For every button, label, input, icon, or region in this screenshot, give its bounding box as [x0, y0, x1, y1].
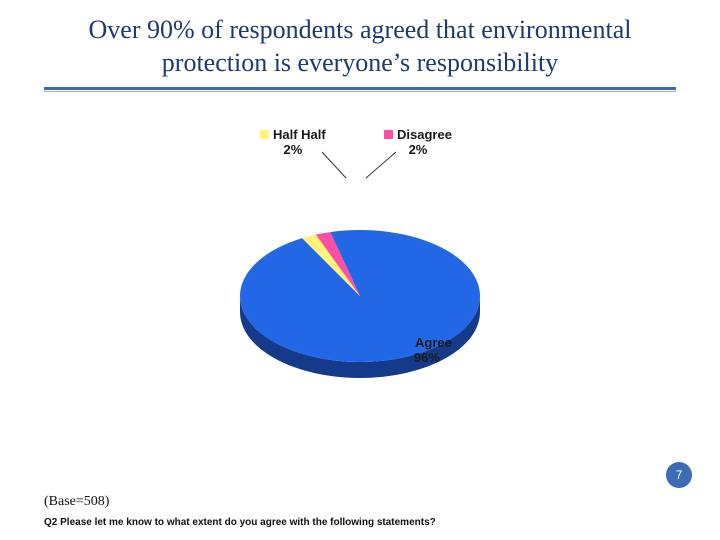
slide: Over 90% of respondents agreed that envi… [0, 0, 720, 540]
label-halfhalf-pct: 2% [260, 143, 326, 158]
swatch-icon [384, 130, 393, 139]
question-text: Q2 Please let me know to what extent do … [44, 517, 436, 528]
swatch-icon [402, 338, 411, 347]
title-rule [44, 87, 676, 90]
title-rule-thin [44, 91, 676, 92]
swatch-icon [260, 130, 269, 139]
page-title: Over 90% of respondents agreed that envi… [0, 0, 720, 87]
base-text: (Base=508) [44, 494, 109, 510]
label-agree: Agree 96% [402, 336, 452, 366]
pie-chart: Half Half 2% Disagree 2% Agree 96% [170, 126, 550, 426]
label-agree-pct: 96% [402, 351, 452, 366]
label-disagree: Disagree 2% [384, 128, 452, 158]
label-agree-name: Agree [415, 335, 452, 350]
pie-svg [170, 126, 550, 426]
page-number: 7 [676, 468, 683, 482]
label-disagree-pct: 2% [384, 143, 452, 158]
label-halfhalf-name: Half Half [273, 127, 326, 142]
page-number-badge: 7 [666, 462, 692, 488]
label-halfhalf: Half Half 2% [260, 128, 326, 158]
label-disagree-name: Disagree [397, 127, 452, 142]
